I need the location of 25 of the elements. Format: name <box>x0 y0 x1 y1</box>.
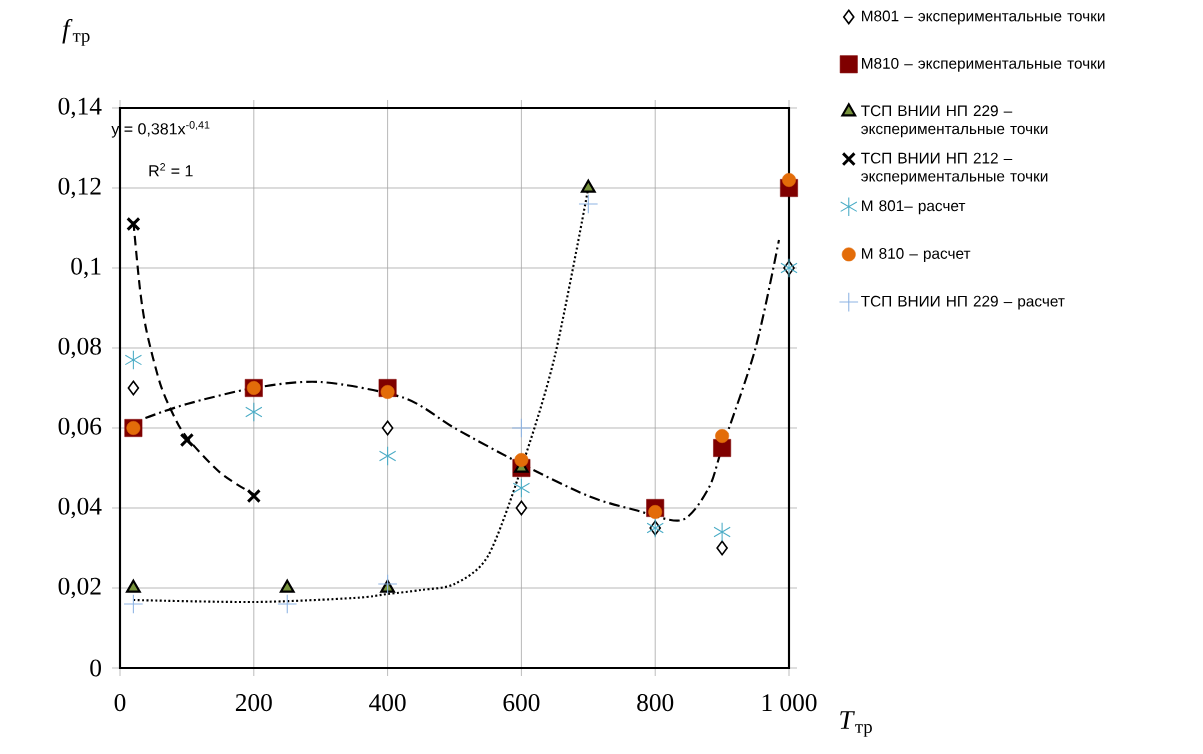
y-tick-label: 0,02 <box>58 577 101 599</box>
legend-label: М 810 – расчет <box>862 248 971 262</box>
x-tick-label: 0 <box>114 694 126 712</box>
y-tick-label: 0 <box>90 659 101 677</box>
annotation: R$^{2}$ = 1 <box>149 163 193 177</box>
legend-label: ТСП ВНИИ НП 212 – экспериментальные точки <box>861 152 1048 185</box>
y-axis-title: f$_{тр}$ <box>62 18 90 46</box>
x-tick-label: 400 <box>369 694 406 712</box>
legend-label: ТСП ВНИИ НП 229 – экспериментальные точки <box>861 105 1048 138</box>
y-tick-label: 0,04 <box>58 497 102 519</box>
y-tick-label: 0,12 <box>58 177 101 199</box>
y-tick-label: 0,06 <box>58 417 102 439</box>
x-axis-title: T$_{тр}$ <box>840 711 872 737</box>
x-tick-label: 600 <box>503 694 540 712</box>
y-tick-label: 0,1 <box>71 257 101 279</box>
x-tick-label: 800 <box>637 694 674 712</box>
y-tick-label: 0,14 <box>58 97 102 119</box>
legend-label: M810 – экспериментальные точки <box>862 57 1105 72</box>
annotation: y = 0,381x$^{-0,41}$ <box>111 121 210 138</box>
legend-label: М 801– расчет <box>862 200 966 215</box>
x-tick-label: 200 <box>235 694 272 712</box>
legend-label: ТСП ВНИИ НП 229 – расчет <box>861 295 1065 310</box>
legend-label: M801 – экспериментальные точки <box>862 10 1105 25</box>
x-tick-label: 1 000 <box>762 694 817 712</box>
y-tick-label: 0,08 <box>58 337 101 359</box>
